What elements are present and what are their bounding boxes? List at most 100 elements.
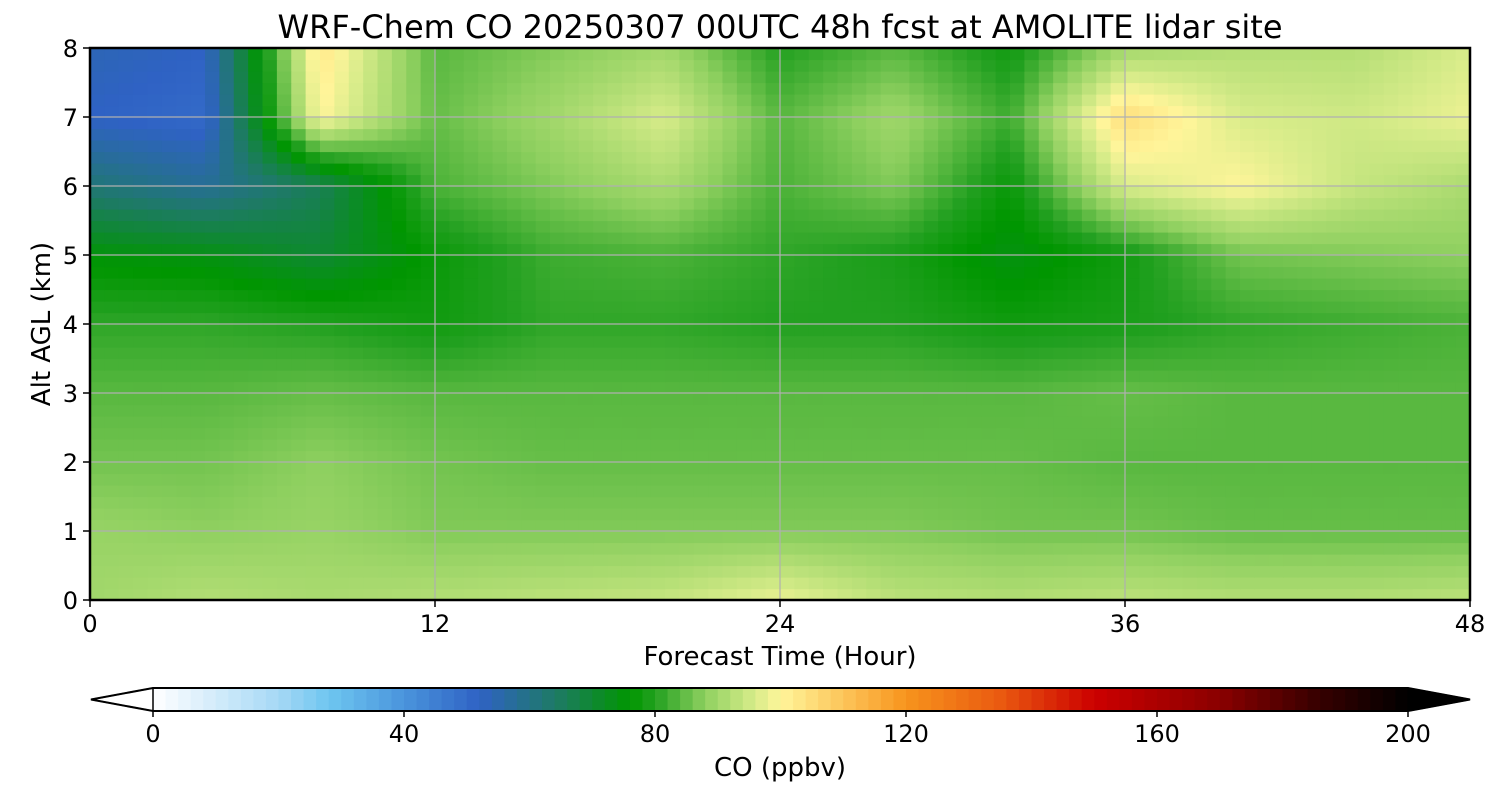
heatmap-cell bbox=[909, 531, 925, 544]
heatmap-cell bbox=[1196, 450, 1212, 463]
heatmap-cell bbox=[851, 554, 867, 567]
heatmap-cell bbox=[334, 209, 350, 222]
heatmap-cell bbox=[765, 427, 781, 440]
heatmap-cell bbox=[1355, 531, 1370, 544]
heatmap-cell bbox=[320, 335, 335, 348]
heatmap-cell bbox=[1311, 542, 1327, 555]
heatmap-cell bbox=[1455, 577, 1471, 590]
heatmap-cell bbox=[1182, 473, 1198, 486]
heatmap-cell bbox=[1038, 335, 1054, 348]
heatmap-cell bbox=[966, 151, 982, 164]
heatmap-cell bbox=[1383, 174, 1399, 187]
heatmap-cell bbox=[334, 243, 350, 256]
heatmap-cell bbox=[535, 370, 551, 383]
heatmap-cell bbox=[1125, 243, 1140, 256]
heatmap-cell bbox=[665, 255, 680, 268]
heatmap-cell bbox=[693, 381, 709, 394]
heatmap-cell bbox=[909, 140, 925, 153]
heatmap-cell bbox=[219, 289, 235, 302]
heatmap-cell bbox=[1369, 531, 1385, 544]
heatmap-cell bbox=[823, 209, 839, 222]
heatmap-cell bbox=[823, 508, 839, 521]
heatmap-cell bbox=[406, 301, 422, 314]
heatmap-cell bbox=[276, 186, 292, 199]
heatmap-cell bbox=[104, 48, 120, 61]
heatmap-cell bbox=[90, 462, 105, 475]
heatmap-cell bbox=[1038, 220, 1054, 233]
heatmap-cell bbox=[550, 105, 565, 118]
heatmap-cell bbox=[621, 255, 637, 268]
heatmap-cell bbox=[1268, 335, 1284, 348]
heatmap-cell bbox=[923, 266, 939, 279]
heatmap-cell bbox=[1139, 462, 1155, 475]
heatmap-cell bbox=[1067, 370, 1083, 383]
y-tick-label: 6 bbox=[63, 173, 78, 201]
heatmap-cell bbox=[161, 128, 177, 141]
heatmap-cell bbox=[895, 220, 910, 233]
heatmap-cell bbox=[1311, 243, 1327, 256]
heatmap-cell bbox=[248, 301, 264, 314]
heatmap-cell bbox=[1268, 82, 1284, 95]
heatmap-cell bbox=[276, 565, 292, 578]
heatmap-cell bbox=[1240, 174, 1255, 187]
heatmap-cell bbox=[176, 220, 192, 233]
heatmap-cell bbox=[1125, 565, 1140, 578]
heatmap-cell bbox=[1254, 416, 1270, 429]
heatmap-cell bbox=[391, 163, 407, 176]
heatmap-cell bbox=[621, 381, 637, 394]
heatmap-cell bbox=[952, 358, 968, 371]
heatmap-cell bbox=[1240, 416, 1255, 429]
heatmap-cell bbox=[593, 519, 609, 532]
heatmap-cell bbox=[190, 542, 206, 555]
heatmap-cell bbox=[521, 82, 537, 95]
heatmap-cell bbox=[1125, 289, 1140, 302]
heatmap-cell bbox=[334, 485, 350, 498]
heatmap-cell bbox=[1412, 105, 1428, 118]
heatmap-cell bbox=[607, 508, 623, 521]
colorbar-segment bbox=[567, 688, 581, 711]
heatmap-cell bbox=[233, 140, 249, 153]
heatmap-cell bbox=[104, 335, 120, 348]
heatmap-cell bbox=[1024, 266, 1040, 279]
heatmap-cell bbox=[636, 301, 652, 314]
heatmap-cell bbox=[320, 416, 335, 429]
heatmap-cell bbox=[1283, 485, 1299, 498]
heatmap-cell bbox=[1096, 105, 1112, 118]
heatmap-cell bbox=[205, 358, 220, 371]
heatmap-cell bbox=[1225, 473, 1241, 486]
heatmap-cell bbox=[190, 59, 206, 72]
heatmap-cell bbox=[1153, 117, 1169, 130]
heatmap-cell bbox=[521, 485, 537, 498]
heatmap-cell bbox=[780, 278, 795, 291]
heatmap-cell bbox=[248, 565, 264, 578]
heatmap-cell bbox=[1369, 381, 1385, 394]
heatmap-cell bbox=[1455, 531, 1471, 544]
heatmap-cell bbox=[305, 370, 321, 383]
heatmap-cell bbox=[1326, 266, 1342, 279]
heatmap-cell bbox=[1455, 278, 1471, 291]
heatmap-cell bbox=[895, 347, 910, 360]
heatmap-cell bbox=[1038, 278, 1054, 291]
heatmap-cell bbox=[219, 301, 235, 314]
heatmap-cell bbox=[1081, 197, 1097, 210]
heatmap-cell bbox=[133, 278, 149, 291]
heatmap-cell bbox=[262, 324, 278, 337]
heatmap-cell bbox=[1053, 278, 1069, 291]
heatmap-cell bbox=[276, 335, 292, 348]
heatmap-cell bbox=[248, 266, 264, 279]
heatmap-cell bbox=[435, 140, 450, 153]
heatmap-cell bbox=[1067, 404, 1083, 417]
heatmap-cell bbox=[808, 105, 824, 118]
heatmap-cell bbox=[1182, 71, 1198, 84]
heatmap-cell bbox=[607, 450, 623, 463]
heatmap-cell bbox=[1412, 335, 1428, 348]
heatmap-cell bbox=[449, 174, 465, 187]
heatmap-cell bbox=[708, 128, 724, 141]
heatmap-cell bbox=[391, 393, 407, 406]
heatmap-cell bbox=[966, 59, 982, 72]
heatmap-cell bbox=[607, 266, 623, 279]
heatmap-cell bbox=[1110, 565, 1126, 578]
heatmap-cell bbox=[780, 128, 795, 141]
heatmap-cell bbox=[578, 416, 594, 429]
heatmap-cell bbox=[808, 450, 824, 463]
